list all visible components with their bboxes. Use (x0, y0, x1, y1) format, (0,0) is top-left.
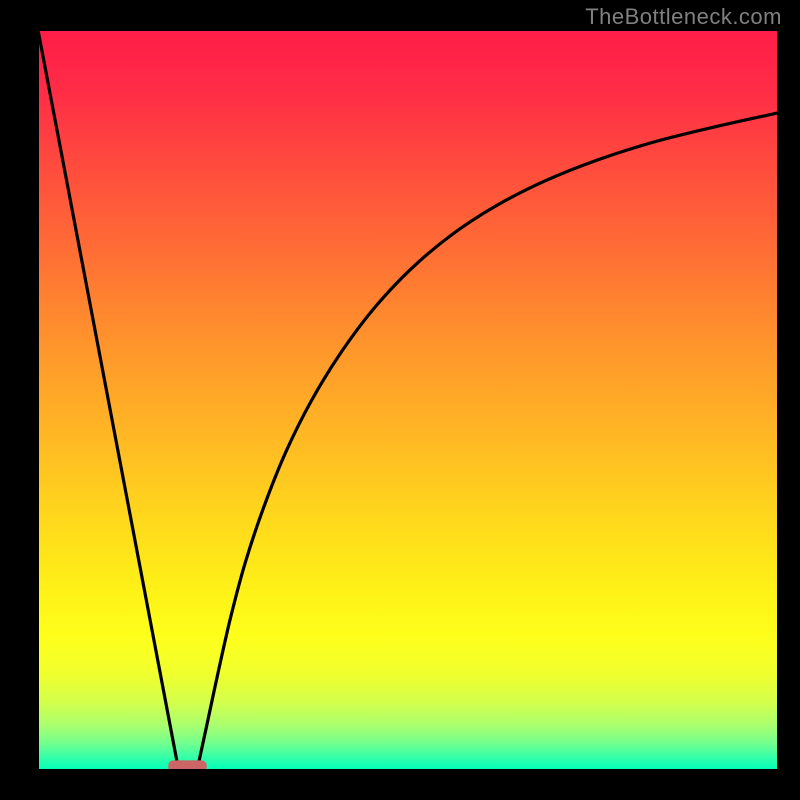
watermark-text: TheBottleneck.com (585, 4, 782, 30)
plot-background (38, 30, 778, 770)
chart-container: TheBottleneck.com (0, 0, 800, 800)
bottleneck-chart (0, 0, 800, 800)
